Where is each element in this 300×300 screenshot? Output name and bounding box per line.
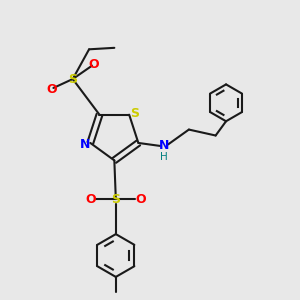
Text: O: O <box>135 193 146 206</box>
Text: N: N <box>158 140 169 152</box>
Text: H: H <box>160 152 167 162</box>
Text: N: N <box>80 138 90 151</box>
Text: O: O <box>86 193 97 206</box>
Text: S: S <box>68 73 77 85</box>
Text: S: S <box>130 107 139 120</box>
Text: S: S <box>111 193 120 206</box>
Text: O: O <box>46 83 57 96</box>
Text: O: O <box>88 58 99 71</box>
